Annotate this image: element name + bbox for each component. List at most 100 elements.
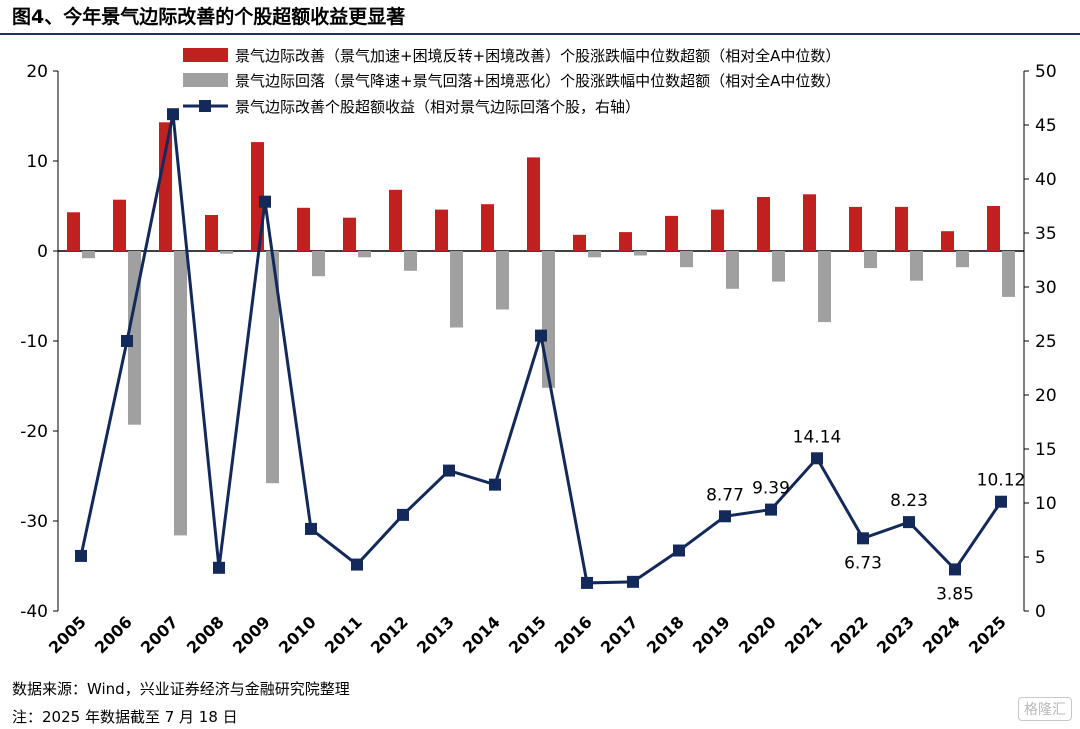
bar-improve [159, 122, 172, 251]
bar-worsen [266, 251, 279, 484]
chart-title: 图4、今年景气边际改善的个股超额收益更显著 [12, 6, 406, 28]
bar-improve [987, 206, 1000, 251]
left-tick-label: -30 [20, 512, 48, 532]
bar-worsen [542, 251, 555, 388]
bar-worsen [680, 251, 693, 268]
line-point [535, 329, 547, 342]
right-tick-label: 30 [1035, 278, 1057, 298]
right-tick-label: 0 [1035, 602, 1046, 622]
x-tick-label: 2008 [183, 612, 228, 657]
x-tick-label: 2017 [597, 612, 642, 657]
x-tick-label: 2009 [229, 612, 274, 657]
bars [67, 122, 1015, 536]
source-note: 数据来源：Wind，兴业证券经济与金融研究院整理 [12, 680, 350, 698]
line-point [903, 516, 915, 529]
bar-improve [665, 215, 678, 251]
line-point [259, 195, 271, 208]
x-tick-label: 2025 [965, 612, 1010, 657]
x-tick-label: 2021 [781, 612, 826, 657]
line-point [627, 575, 639, 588]
line-point [167, 108, 179, 121]
x-tick-label: 2006 [91, 612, 136, 657]
bar-worsen [910, 251, 923, 281]
bar-improve [527, 157, 540, 251]
bar-improve [389, 189, 402, 251]
line-point [489, 478, 501, 491]
legend-swatch-marker [199, 100, 211, 112]
line-point [719, 510, 731, 523]
bar-improve [343, 217, 356, 251]
line-point [213, 561, 225, 574]
right-tick-label: 15 [1035, 440, 1057, 460]
bar-improve [895, 206, 908, 251]
line-point [305, 522, 317, 535]
bar-improve [849, 206, 862, 251]
bar-improve [803, 194, 816, 251]
left-tick-label: -40 [20, 602, 48, 622]
x-tick-label: 2011 [321, 612, 366, 657]
right-tick-label: 40 [1035, 170, 1057, 190]
x-tick-label: 2022 [827, 612, 872, 657]
bar-improve [757, 197, 770, 251]
right-tick-label: 50 [1035, 62, 1057, 82]
bar-worsen [358, 251, 371, 258]
x-tick-label: 2005 [45, 612, 90, 657]
right-tick-label: 20 [1035, 386, 1057, 406]
x-tick-label: 2007 [137, 612, 182, 657]
line-point [351, 558, 363, 571]
line-point [995, 495, 1007, 508]
x-tick-label: 2018 [643, 612, 688, 657]
bar-worsen [634, 251, 647, 256]
x-tick-label: 2010 [275, 612, 320, 657]
bar-improve [481, 204, 494, 251]
title-rule [0, 33, 1080, 35]
legend: 景气边际改善（景气加速+困境反转+困境改善）个股涨跌幅中位数超额（相对全A中位数… [183, 47, 840, 116]
bar-worsen [588, 251, 601, 258]
bar-worsen [818, 251, 831, 323]
legend-label-line: 景气边际改善个股超额收益（相对景气边际回落个股，右轴） [235, 98, 640, 116]
bar-worsen [174, 251, 187, 536]
right-tick-label: 25 [1035, 332, 1057, 352]
left-tick-label: 20 [26, 62, 48, 82]
bar-worsen [312, 251, 325, 277]
data-labels: 8.77 9.39 14.14 6.73 8.23 3.85 10.12 [706, 427, 1025, 604]
left-tick-label: -10 [20, 332, 48, 352]
line-point [121, 335, 133, 347]
line-point [949, 563, 961, 576]
x-tick-label: 2024 [919, 612, 964, 657]
bar-improve [941, 231, 954, 251]
bar-worsen [772, 251, 785, 282]
bar-improve [297, 207, 310, 251]
data-label: 3.85 [936, 584, 974, 604]
data-label: 9.39 [752, 479, 790, 499]
bar-improve [113, 199, 126, 251]
bar-improve [619, 232, 632, 251]
line-point [857, 532, 869, 545]
line-point [443, 464, 455, 477]
x-tick-label: 2016 [551, 612, 596, 657]
line-series [75, 108, 1007, 589]
footnote: 注：2025 年数据截至 7 月 18 日 [12, 708, 238, 726]
x-tick-label: 2019 [689, 612, 734, 657]
x-tick-label: 2012 [367, 612, 412, 657]
data-label: 8.77 [706, 485, 744, 505]
bar-improve [435, 209, 448, 251]
legend-swatch-worsen [183, 73, 228, 87]
right-tick-label: 10 [1035, 494, 1057, 514]
excess-return-line [79, 113, 1003, 585]
data-label: 14.14 [793, 427, 842, 447]
bar-worsen [1002, 251, 1015, 297]
x-tick-label: 2023 [873, 612, 918, 657]
line-point [811, 452, 823, 465]
bar-improve [573, 234, 586, 251]
bar-worsen [496, 251, 509, 310]
line-point [673, 544, 685, 557]
legend-label-improve: 景气边际改善（景气加速+困境反转+困境改善）个股涨跌幅中位数超额（相对全A中位数… [235, 47, 840, 65]
left-tick-label: 0 [37, 242, 48, 262]
right-tick-label: 5 [1035, 548, 1046, 568]
bar-worsen [864, 251, 877, 269]
bar-worsen [956, 251, 969, 268]
watermark-logo: 格隆汇 [1018, 697, 1072, 721]
x-tick-label: 2014 [459, 612, 504, 657]
